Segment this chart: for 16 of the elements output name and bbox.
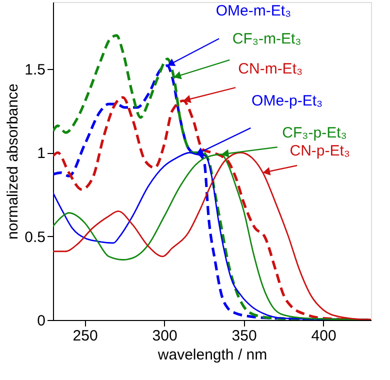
y-tick-label: 1	[37, 145, 46, 162]
annotation: CF₃-p-Et₃	[282, 124, 347, 142]
x-tick-label: 250	[72, 328, 98, 344]
x-tick-label: 350	[232, 328, 257, 344]
y-tick-label: 1.5	[24, 61, 46, 78]
annotation: CF₃-m-Et₃	[232, 30, 302, 48]
x-tick-label: 400	[311, 328, 336, 344]
y-tick-label: 0	[37, 312, 46, 330]
annotation: OMe-p-Et₃	[252, 92, 323, 110]
y-tick-label: 0.5	[24, 228, 46, 246]
x-axis-title: wavelength / nm	[156, 346, 268, 364]
x-tick-label: 300	[152, 328, 178, 344]
annotation: OMe-m-Et₃	[216, 2, 292, 20]
annotation: CN-p-Et₃	[290, 142, 350, 160]
annotation: CN-m-Et₃	[238, 60, 303, 78]
y-axis-title: normalized absorbance	[4, 84, 22, 240]
